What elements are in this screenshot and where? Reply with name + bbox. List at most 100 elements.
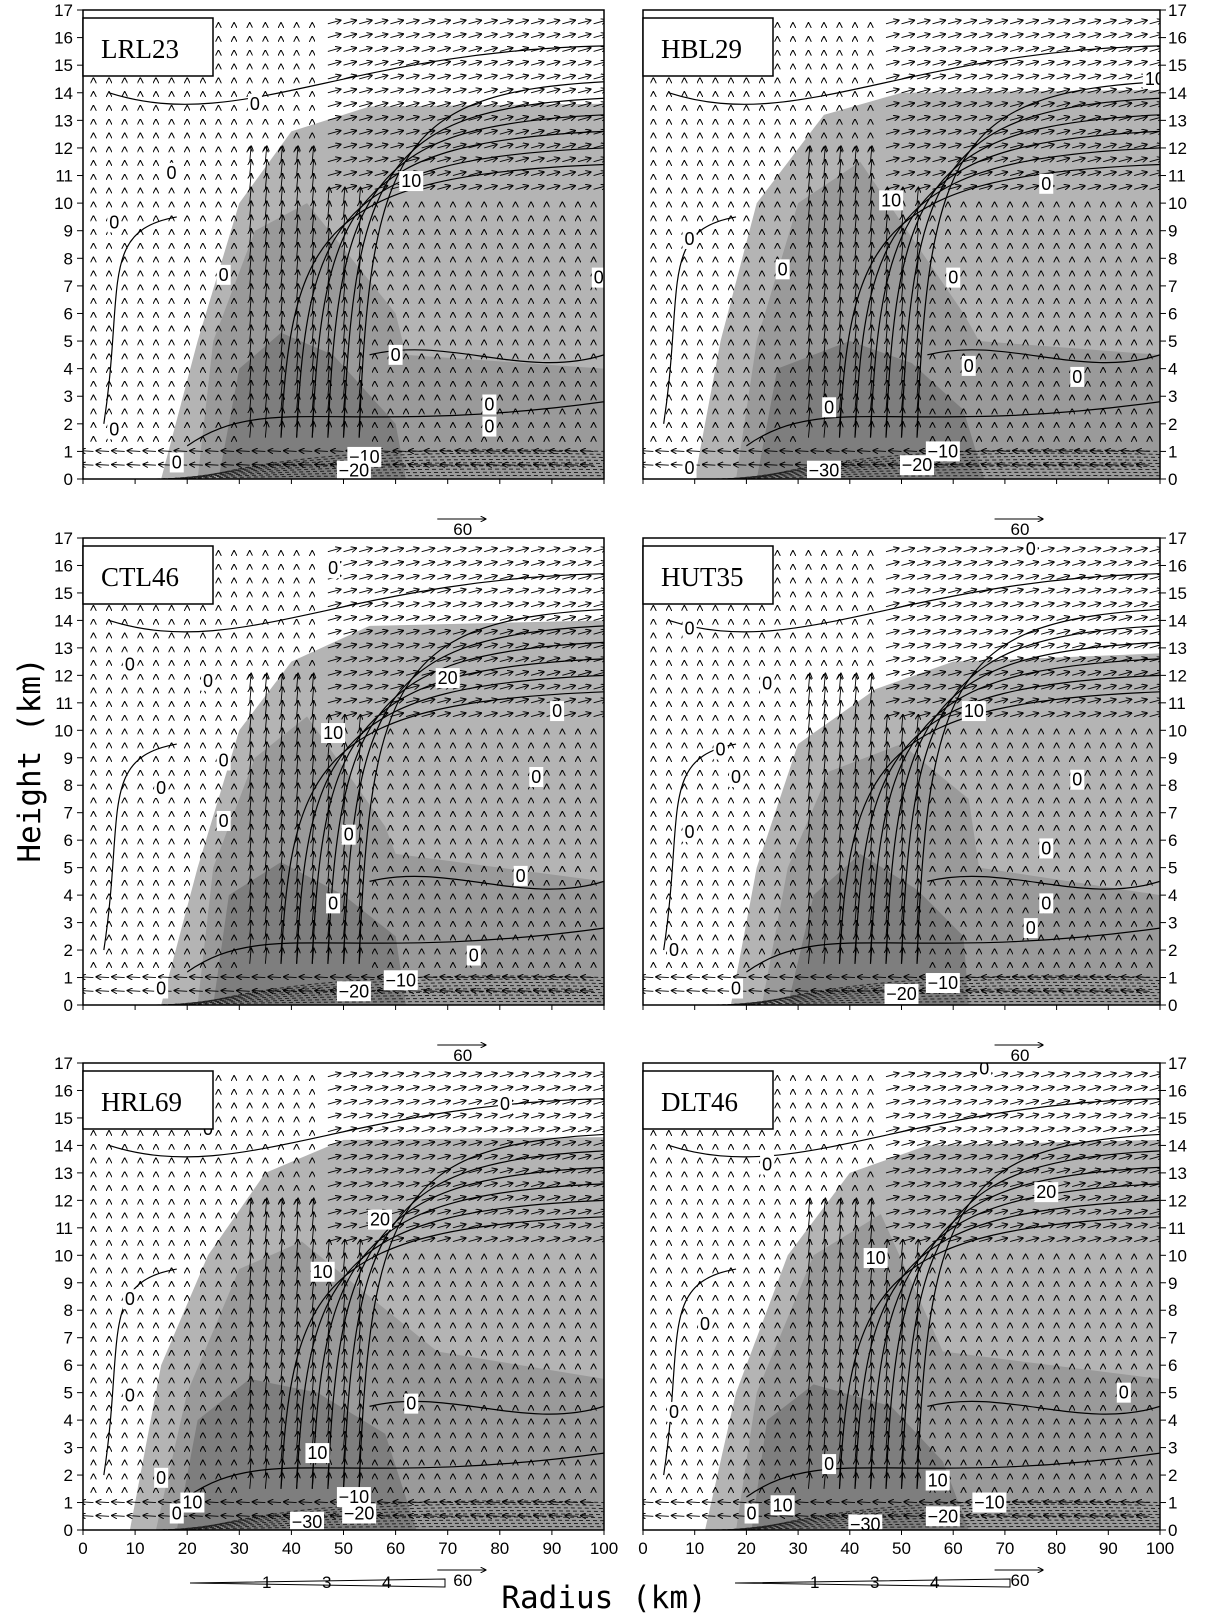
wind-vector — [390, 603, 403, 607]
contour-label: 0 — [552, 701, 562, 721]
wind-vector — [947, 658, 961, 662]
wind-vector — [1056, 62, 1070, 65]
wind-vector — [978, 562, 992, 566]
wind-vector — [515, 548, 528, 552]
wind-vector — [1087, 589, 1101, 593]
contour-label: 0 — [109, 212, 119, 232]
wind-vector — [327, 631, 341, 635]
wind-vector — [374, 603, 388, 607]
wind-vector — [947, 548, 961, 552]
contour-label: −20 — [339, 981, 370, 1001]
wind-vector — [932, 548, 946, 552]
wind-vector — [1040, 603, 1054, 607]
wind-vector — [1025, 589, 1039, 593]
wind-vector — [250, 160, 251, 176]
wind-vector — [499, 34, 513, 38]
wind-vector — [421, 562, 435, 566]
wind-vector — [1025, 576, 1039, 580]
wind-vector — [577, 20, 591, 24]
wind-vector — [484, 548, 497, 552]
wind-vector — [359, 48, 372, 52]
contour-label: 0 — [516, 866, 526, 886]
wind-vector — [374, 75, 388, 79]
wind-vector — [885, 658, 899, 662]
contour-line — [103, 216, 177, 424]
wind-vector — [421, 34, 435, 38]
wind-vector — [916, 562, 930, 566]
wind-vector — [1009, 617, 1023, 621]
wind-vector — [963, 75, 977, 79]
wind-vector — [1025, 562, 1039, 566]
contour-label: 0 — [484, 395, 494, 415]
wind-vector — [468, 617, 482, 621]
wind-vector — [1056, 589, 1070, 593]
wind-vector — [916, 658, 930, 662]
wind-vector — [994, 617, 1008, 621]
wind-vector — [530, 75, 544, 79]
wind-vector — [1056, 603, 1070, 607]
wind-vector — [405, 548, 419, 552]
contour-label: 0 — [469, 946, 479, 966]
wind-vector — [327, 75, 341, 79]
wind-vector — [577, 562, 591, 566]
wind-vector — [932, 89, 946, 93]
wind-vector — [530, 34, 544, 38]
contour-label: −20 — [339, 461, 370, 481]
wind-vector — [562, 62, 575, 65]
wind-vector — [1040, 548, 1054, 552]
wind-vector — [128, 991, 141, 992]
wind-vector — [112, 1516, 125, 1517]
wind-vector — [1118, 631, 1132, 635]
wind-vector — [994, 562, 1008, 566]
wind-vector — [546, 20, 560, 24]
contour-label: 0 — [824, 397, 834, 417]
wind-vector — [1056, 34, 1070, 38]
wind-vector — [452, 562, 466, 566]
wind-vector — [1134, 562, 1147, 566]
wind-vector — [530, 89, 544, 93]
wind-vector — [421, 20, 435, 24]
wind-vector — [1118, 548, 1132, 552]
wind-vector — [499, 20, 513, 24]
wind-vector — [577, 603, 591, 607]
wind-vector — [128, 465, 141, 466]
wind-vector — [484, 75, 497, 79]
wind-vector — [562, 617, 575, 621]
wind-vector — [1087, 62, 1101, 65]
panel-title: HUT35 — [661, 562, 744, 592]
wind-vector — [1009, 631, 1023, 635]
wind-vector — [963, 48, 977, 52]
wind-vector — [1009, 644, 1023, 648]
wind-vector — [932, 631, 946, 635]
contour-label: 0 — [778, 259, 788, 279]
wind-vector — [390, 617, 403, 621]
wind-vector — [672, 991, 685, 992]
vector-reference: 60 — [994, 519, 1043, 539]
wind-vector — [1103, 20, 1116, 24]
wind-vector — [1025, 34, 1039, 38]
wind-vector — [421, 89, 435, 93]
wind-vector — [932, 20, 946, 24]
wind-vector — [374, 576, 388, 580]
wind-vector — [1040, 34, 1054, 38]
contour-label: −20 — [886, 984, 917, 1004]
wind-vector — [143, 977, 156, 978]
wind-vector — [577, 75, 591, 79]
wind-vector — [343, 617, 357, 621]
wind-vector — [808, 701, 809, 717]
wind-vector — [546, 75, 560, 79]
wind-vector — [1103, 548, 1116, 552]
wind-vector — [468, 62, 482, 65]
wind-vector — [885, 548, 899, 552]
contour-label: 0 — [1026, 539, 1036, 559]
wind-vector — [932, 62, 946, 65]
wind-vector — [250, 674, 251, 690]
wind-vector — [916, 48, 930, 52]
wind-vector — [343, 20, 357, 24]
wind-vector — [947, 576, 961, 580]
wind-vector — [327, 589, 341, 593]
wind-vector — [1071, 589, 1085, 593]
contour-label: 0 — [219, 265, 229, 285]
wind-vector — [468, 589, 482, 593]
contour-label: 0 — [167, 163, 177, 183]
